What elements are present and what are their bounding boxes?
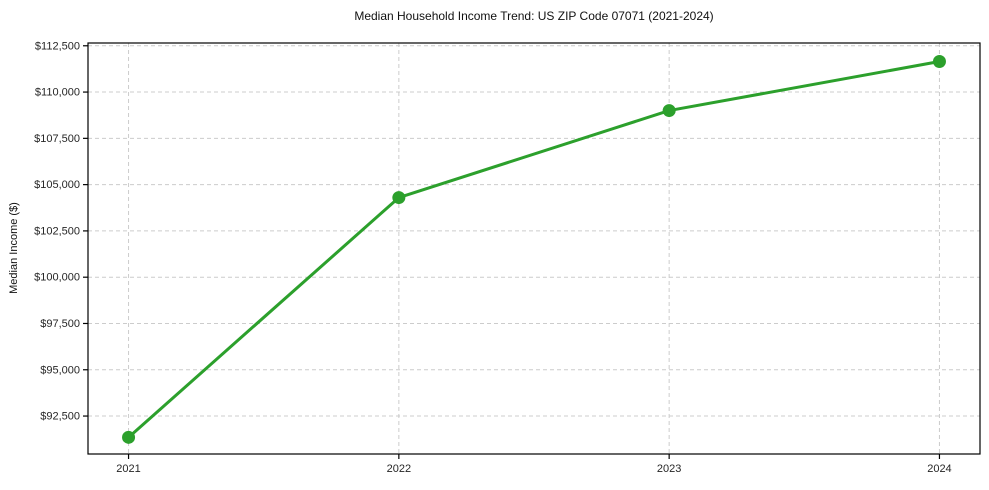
x-tick-label: 2021 (116, 463, 140, 475)
y-tick-label: $112,500 (35, 40, 80, 52)
data-point-marker (392, 191, 406, 205)
x-tick-label: 2023 (657, 463, 681, 475)
y-tick-label: $100,000 (34, 272, 80, 284)
y-tick-label: $107,500 (34, 133, 80, 145)
y-tick-label: $95,000 (40, 364, 80, 376)
data-point-marker (122, 430, 136, 444)
plot-border (87, 42, 981, 455)
y-tick-label: $97,500 (40, 318, 80, 330)
y-tick-label: $110,000 (35, 87, 80, 99)
x-tick-label: 2024 (927, 463, 951, 475)
x-tick-label: 2022 (387, 463, 411, 475)
chart-title: Median Household Income Trend: US ZIP Co… (354, 9, 714, 23)
y-tick-label: $102,500 (34, 225, 80, 237)
y-tick-label: $105,000 (34, 179, 80, 191)
y-tick-label: $92,500 (40, 411, 80, 423)
data-point-marker (662, 104, 676, 118)
data-point-marker (932, 55, 946, 69)
trend-line (127, 60, 941, 439)
